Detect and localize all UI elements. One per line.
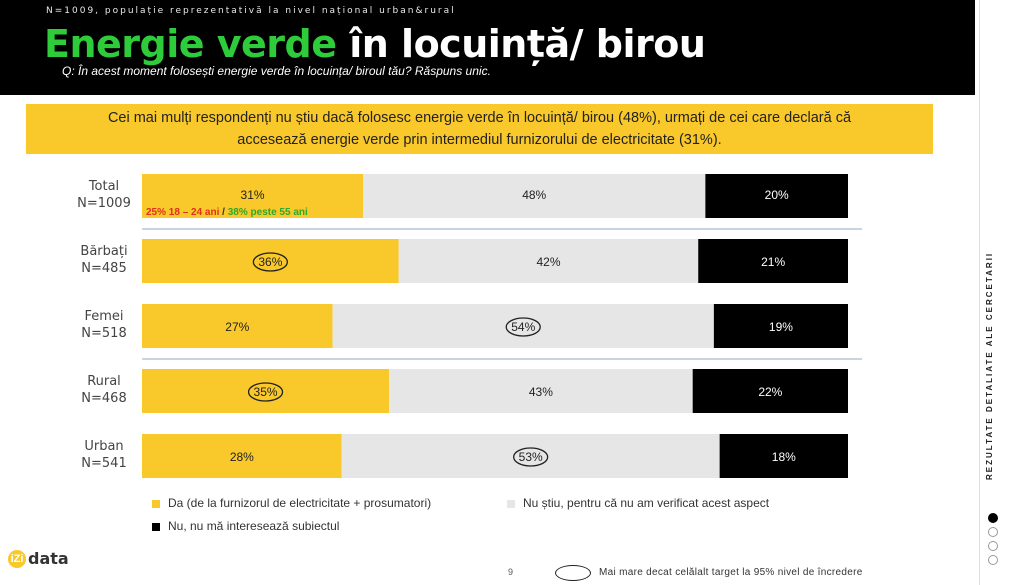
data-label-yes: 27% bbox=[225, 320, 249, 334]
header-banner: N=1009, populație reprezentativă la nive… bbox=[0, 0, 975, 95]
row-label: Total bbox=[88, 179, 119, 194]
row-sample-size: N=485 bbox=[81, 261, 126, 276]
legend-swatch-yes bbox=[152, 499, 160, 508]
row-label: Bărbați bbox=[80, 244, 127, 259]
data-label-unknown: 42% bbox=[536, 255, 560, 269]
legend-swatch-no bbox=[152, 522, 160, 531]
data-label-no: 18% bbox=[772, 450, 796, 464]
legend-label-unknown: Nu știu, pentru că nu am verificat acest… bbox=[523, 496, 770, 510]
bar-segment-no bbox=[713, 304, 848, 348]
data-label-unknown: 54% bbox=[511, 320, 535, 334]
row-sample-size: N=541 bbox=[81, 456, 126, 471]
data-label-unknown: 53% bbox=[519, 450, 543, 464]
data-label-unknown: 48% bbox=[522, 188, 546, 202]
summary-box: Cei mai mulți respondenți nu știu dacă f… bbox=[26, 104, 933, 154]
legend-item-no: Nu, nu mă interesează subiectul bbox=[152, 519, 339, 533]
row-label: Femei bbox=[84, 309, 123, 324]
slide-dot-1[interactable] bbox=[988, 513, 998, 523]
legend-item-yes: Da (de la furnizorul de electricitate + … bbox=[152, 496, 431, 510]
data-label-no: 19% bbox=[769, 320, 793, 334]
izidata-logo: iZi data bbox=[8, 549, 69, 568]
row-label: Urban bbox=[84, 439, 123, 454]
side-label: REZULTATE DETALIATE ALE CERCETARII bbox=[985, 251, 994, 481]
bar-segment-no bbox=[692, 369, 848, 413]
legend-swatch-unknown bbox=[507, 499, 515, 508]
slide-dot-4[interactable] bbox=[988, 555, 998, 565]
summary-line-2: accesează energie verde prin intermediul… bbox=[237, 132, 722, 148]
total-age-annotation: 25% 18 – 24 ani / 38% peste 55 ani bbox=[146, 207, 308, 218]
legend-label-no: Nu, nu mă interesează subiectul bbox=[168, 519, 340, 533]
bar-segment-unknown bbox=[363, 174, 706, 218]
question-text: Q: În acest moment folosești energie ver… bbox=[62, 64, 491, 78]
right-sidebar bbox=[979, 0, 1024, 585]
sample-note: N=1009, populație reprezentativă la nive… bbox=[46, 6, 456, 16]
slide-dot-3[interactable] bbox=[988, 541, 998, 551]
bar-segment-no bbox=[705, 174, 848, 218]
row-sample-size: N=468 bbox=[81, 391, 126, 406]
significance-ellipse bbox=[247, 382, 284, 402]
data-label-unknown: 43% bbox=[529, 385, 553, 399]
annotation-green: 38% peste 55 ani bbox=[228, 207, 308, 218]
legend-label-yes: Da (de la furnizorul de electricitate + … bbox=[168, 496, 432, 510]
data-label-no: 22% bbox=[758, 385, 782, 399]
bar-segment-unknown bbox=[398, 239, 699, 283]
legend-item-unknown: Nu știu, pentru că nu am verificat acest… bbox=[507, 496, 769, 510]
annotation-red: 25% 18 – 24 ani bbox=[146, 207, 220, 218]
title-green: Energie verde bbox=[44, 22, 337, 66]
data-label-yes: 28% bbox=[230, 450, 254, 464]
summary-line-1: Cei mai mulți respondenți nu știu dacă f… bbox=[107, 110, 852, 126]
slide-dots bbox=[988, 513, 998, 569]
bar-segment-unknown bbox=[341, 434, 720, 478]
row-sample-size: N=518 bbox=[81, 326, 126, 341]
data-label-yes: 36% bbox=[258, 255, 282, 269]
logo-mark: iZi bbox=[8, 549, 26, 568]
bar-segment-yes bbox=[142, 304, 333, 348]
logo-text: data bbox=[28, 549, 69, 568]
bar-segment-yes bbox=[142, 369, 390, 413]
significance-ellipse bbox=[513, 447, 549, 467]
data-label-no: 21% bbox=[761, 255, 785, 269]
data-label-yes: 31% bbox=[241, 188, 265, 202]
page-title: Energie verde în locuință/ birou bbox=[44, 22, 706, 66]
slide-dot-2[interactable] bbox=[988, 527, 998, 537]
row-sample-size: N=1009 bbox=[77, 196, 131, 211]
bar-segment-unknown bbox=[389, 369, 693, 413]
row-label: Rural bbox=[87, 374, 121, 389]
bar-segment-yes bbox=[142, 239, 399, 283]
bar-segment-no bbox=[698, 239, 848, 283]
annotation-sep: / bbox=[219, 207, 227, 218]
bar-segment-unknown bbox=[332, 304, 714, 348]
title-white: în locuință/ birou bbox=[336, 22, 706, 66]
data-label-yes: 35% bbox=[254, 385, 278, 399]
significance-note: Mai mare decat celălalt target la 95% ni… bbox=[599, 567, 863, 578]
bar-segment-yes bbox=[142, 434, 342, 478]
significance-ellipse bbox=[252, 252, 289, 272]
page-number: 9 bbox=[508, 567, 514, 577]
significance-ellipse-icon bbox=[555, 565, 591, 581]
significance-ellipse bbox=[505, 317, 541, 337]
data-label-no: 20% bbox=[765, 188, 789, 202]
stacked-bar-chart: Total N=1009 31% 48% 20% Bărbați N=485 36% 42% 21… bbox=[77, 174, 862, 478]
bar-segment-yes bbox=[142, 174, 364, 218]
bar-segment-no bbox=[719, 434, 848, 478]
